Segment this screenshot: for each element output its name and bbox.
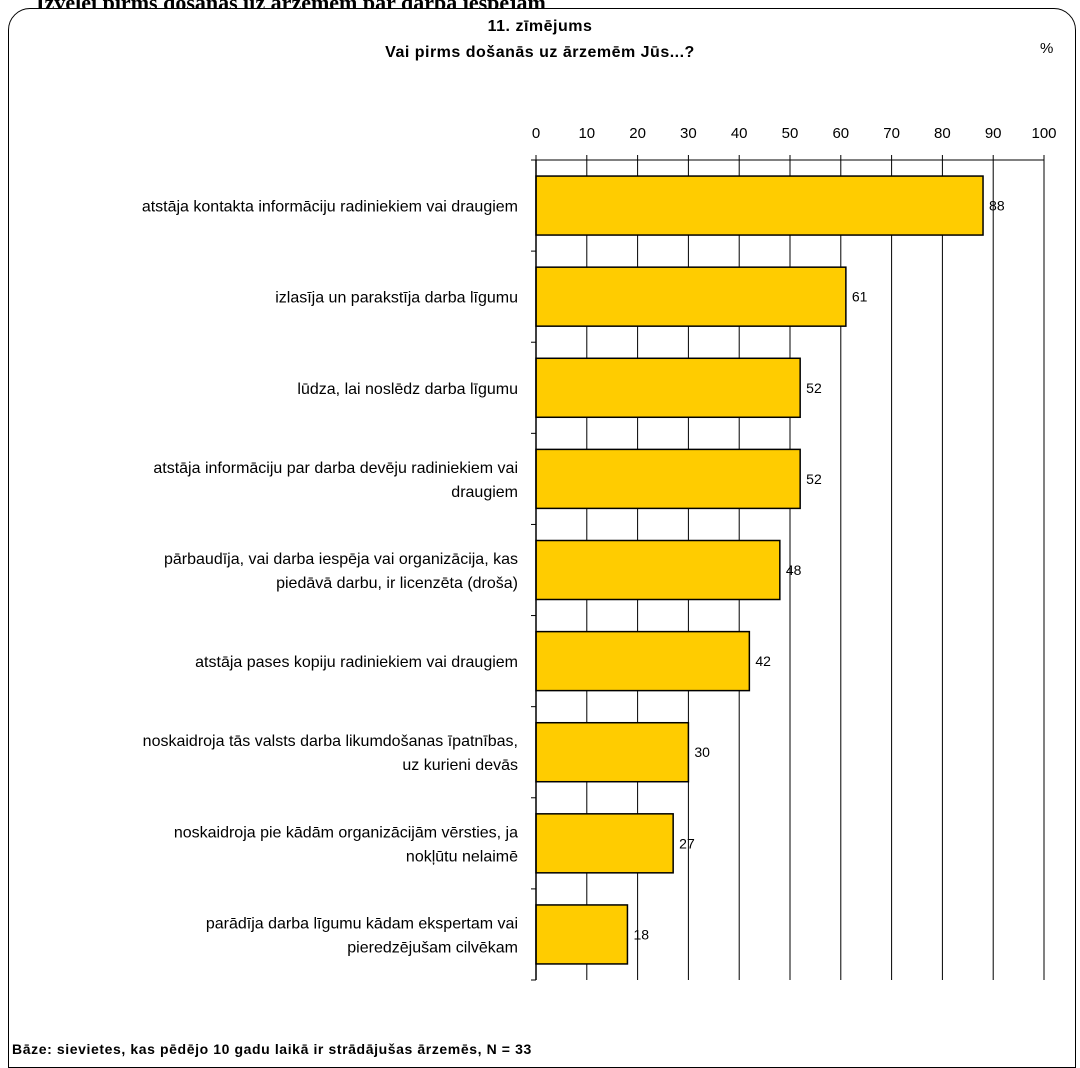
category-label: nokļūtu nelaimē [406, 848, 518, 865]
bar [535, 539, 781, 601]
category-label: pieredzējušam cilvēkam [347, 939, 518, 956]
data-label: 88 [989, 198, 1005, 214]
bar [535, 175, 984, 236]
category-label: noskaidroja pie kādām organizācijām vērs… [174, 824, 518, 841]
category-label: lūdza, lai noslēdz darba līgumu [297, 381, 518, 398]
unit-label: % [1040, 40, 1054, 57]
data-label: 48 [786, 562, 802, 578]
data-label: 30 [694, 744, 710, 760]
tick-label: 10 [578, 125, 595, 142]
data-label: 18 [633, 926, 649, 942]
tick-label: 50 [782, 125, 799, 142]
chart-title: 11. zīmējums [487, 18, 593, 35]
category-label: pārbaudīja, vai darba iespēja vai organi… [164, 551, 518, 568]
tick-label: 90 [985, 125, 1002, 142]
data-label: 52 [806, 471, 822, 487]
category-label: noskaidroja tās valsts darba likumdošana… [143, 733, 518, 750]
data-label: 52 [806, 380, 822, 396]
category-label: atstāja pases kopiju radiniekiem vai dra… [195, 654, 518, 671]
data-label: 61 [852, 289, 868, 305]
chart-subtitle: Vai pirms došanās uz ārzemēm Jūs...? [385, 44, 695, 61]
base-note: Bāze: sievietes, kas pēdējo 10 gadu laik… [12, 1041, 532, 1057]
category-label: atstāja kontakta informāciju radiniekiem… [142, 199, 518, 216]
category-label: uz kurieni devās [402, 757, 518, 774]
data-label: 42 [755, 653, 771, 669]
category-label: atstāja informāciju par darba devēju rad… [153, 460, 518, 477]
tick-label: 30 [680, 125, 697, 142]
bar [535, 813, 674, 874]
tick-label: 70 [883, 125, 900, 142]
bar [535, 721, 690, 783]
tick-label: 80 [934, 125, 951, 142]
bar [535, 448, 801, 510]
bar [535, 630, 751, 692]
bar [535, 266, 847, 327]
bar [535, 357, 801, 419]
tick-label: 40 [731, 125, 748, 142]
tick-label: 60 [832, 125, 849, 142]
tick-label: 100 [1031, 125, 1056, 142]
category-label: parādīja darba līgumu kādam ekspertam va… [206, 915, 518, 932]
data-label: 27 [679, 835, 695, 851]
category-label: izlasīja un parakstīja darba līgumu [275, 290, 518, 307]
tick-label: 20 [629, 125, 646, 142]
tick-label: 0 [532, 125, 540, 142]
category-label: piedāvā darbu, ir licenzēta (droša) [276, 575, 518, 592]
bar [535, 904, 629, 965]
category-label: draugiem [451, 484, 518, 501]
